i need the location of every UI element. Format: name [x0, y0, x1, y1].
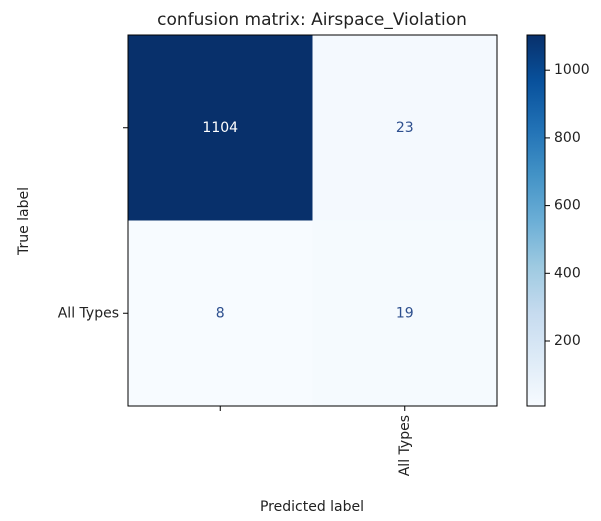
cell	[312, 35, 498, 221]
colorbar-tick-label: 400	[554, 265, 581, 281]
plot-frame	[127, 34, 498, 407]
colorbar-tick-label: 1000	[554, 62, 590, 78]
colorbar-tick-label: 600	[554, 198, 581, 214]
cell	[128, 220, 313, 407]
chart-title: confusion matrix: Airspace_Violation	[157, 10, 467, 30]
x-axis-label: Predicted label	[260, 499, 364, 515]
cell-label: 8	[216, 305, 225, 321]
x-tick-label: All Types	[397, 415, 413, 476]
cell-label: 23	[396, 120, 414, 136]
y-tick-label: All Types	[58, 305, 119, 321]
cell-label: 1104	[202, 120, 238, 136]
colorbar	[526, 34, 546, 407]
y-axis-label: True label	[16, 187, 32, 256]
cell	[128, 35, 313, 221]
colorbar-tick-label: 800	[554, 130, 581, 146]
colorbar-tick-label: 200	[554, 333, 581, 349]
cell	[312, 220, 498, 407]
cell-label: 19	[396, 305, 414, 321]
